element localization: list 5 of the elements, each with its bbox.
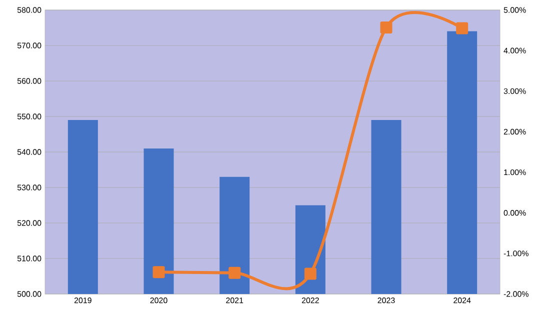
- point: [228, 266, 241, 279]
- point: [152, 266, 165, 278]
- point: [380, 21, 392, 34]
- point: [456, 22, 468, 34]
- point: [304, 268, 316, 280]
